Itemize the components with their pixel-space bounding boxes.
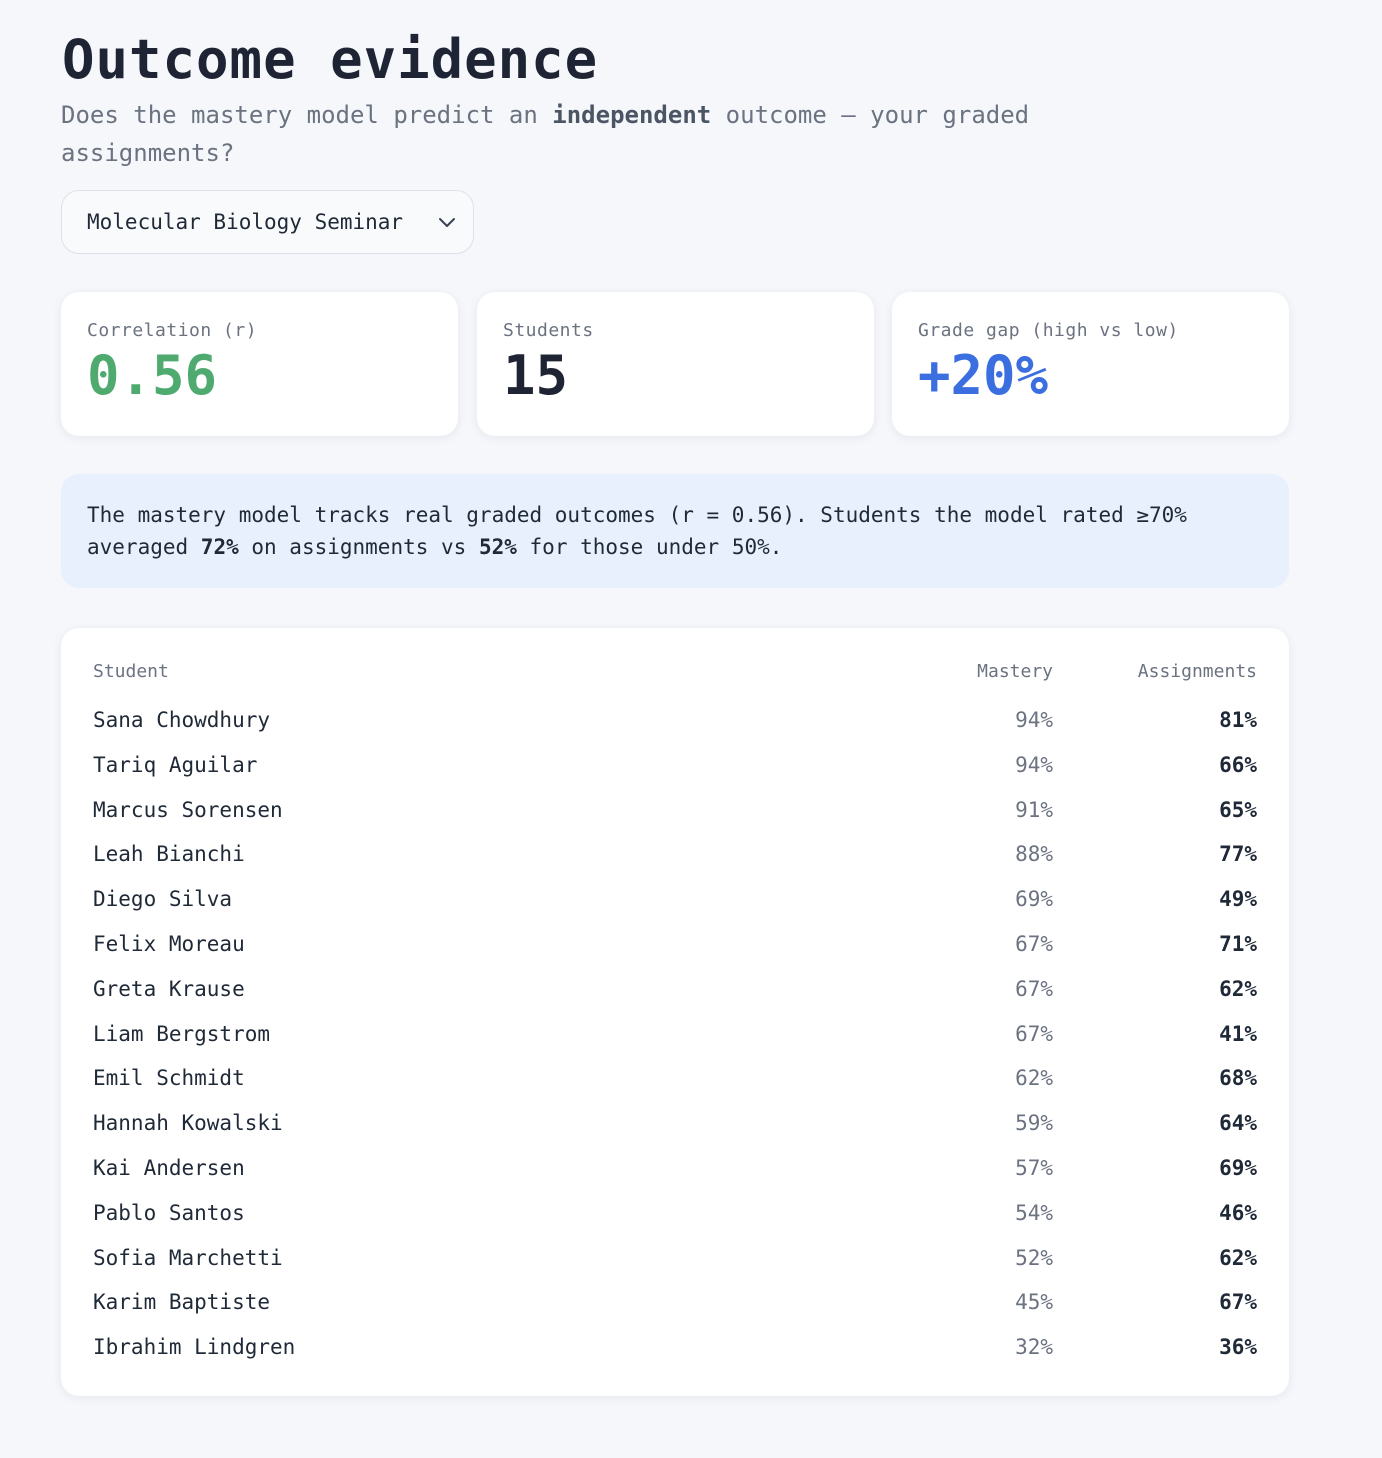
table-row[interactable]: Karim Baptiste 45% 67% — [93, 1282, 1257, 1327]
table-row[interactable]: Diego Silva 69% 49% — [93, 879, 1257, 924]
assignments-cell: 67% — [1219, 1290, 1257, 1315]
table-row[interactable]: Kai Andersen 57% 69% — [93, 1148, 1257, 1193]
table-row[interactable]: Hannah Kowalski 59% 64% — [93, 1103, 1257, 1148]
students-label: Students — [503, 320, 594, 341]
summary-banner: The mastery model tracks real graded out… — [61, 474, 1289, 588]
summary-high-average: 72% — [200, 535, 239, 559]
column-header-mastery[interactable]: Mastery — [977, 661, 1053, 682]
assignments-cell: 62% — [1219, 1245, 1257, 1270]
assignments-cell: 41% — [1219, 1021, 1257, 1046]
summary-low-average: 52% — [478, 535, 517, 559]
table-body: Sana Chowdhury 94% 81% Tariq Aguilar 94% 66% M… — [93, 700, 1257, 1372]
correlation-value: 0.56 — [87, 344, 218, 407]
grade-gap-card: Grade gap (high vs low) +20% — [892, 292, 1289, 436]
summary-text-1: The mastery model tracks real graded out… — [87, 503, 1187, 559]
table-row[interactable]: Liam Bergstrom 67% 41% — [93, 1014, 1257, 1059]
summary-text-3: for those under 50%. — [516, 535, 783, 559]
assignments-cell: 65% — [1219, 797, 1257, 822]
table-row[interactable]: Marcus Sorensen 91% 65% — [93, 790, 1257, 835]
assignments-cell: 81% — [1219, 708, 1257, 732]
course-select-value: Molecular Biology Seminar — [87, 210, 404, 234]
students-table: Student Mastery Assignments Sana Chowdhu… — [61, 628, 1289, 1396]
subtitle-text-start: Does the mastery model predict an — [61, 101, 553, 129]
table-row[interactable]: Ibrahim Lindgren 32% 36% — [93, 1327, 1257, 1372]
assignments-cell: 66% — [1219, 752, 1257, 777]
table-row[interactable]: Sana Chowdhury 94% 81% — [93, 700, 1257, 745]
student-name-cell: Greta Krause — [93, 976, 245, 1001]
table-row[interactable]: Felix Moreau 67% 71% — [93, 924, 1257, 969]
assignments-cell: 68% — [1219, 1066, 1257, 1091]
student-name-cell: Liam Bergstrom — [93, 1021, 271, 1046]
page-title: Outcome evidence — [62, 28, 599, 91]
page-subtitle: Does the mastery model predict an indepe… — [61, 96, 1161, 172]
assignments-cell: 49% — [1219, 887, 1257, 912]
students-card: Students 15 — [477, 292, 874, 436]
table-row[interactable]: Sofia Marchetti 52% 62% — [93, 1238, 1257, 1283]
mastery-cell: 67% — [1015, 1021, 1053, 1046]
grade-gap-label: Grade gap (high vs low) — [918, 320, 1179, 341]
mastery-cell: 94% — [1015, 752, 1053, 777]
column-header-assignments[interactable]: Assignments — [1137, 661, 1257, 682]
student-name-cell: Felix Moreau — [93, 931, 245, 956]
assignments-cell: 46% — [1219, 1200, 1257, 1225]
grade-gap-value: +20% — [918, 344, 1049, 407]
course-select[interactable]: Molecular Biology Seminar — [61, 190, 474, 254]
student-name-cell: Karim Baptiste — [93, 1290, 271, 1315]
student-name-cell: Marcus Sorensen — [93, 797, 283, 822]
student-name-cell: Sana Chowdhury — [93, 708, 271, 732]
mastery-cell: 67% — [1015, 931, 1053, 956]
mastery-cell: 52% — [1015, 1245, 1053, 1270]
student-name-cell: Emil Schmidt — [93, 1066, 245, 1091]
subtitle-text-end: outcome — your graded assignments? — [61, 101, 1030, 167]
mastery-cell: 91% — [1015, 797, 1053, 822]
assignments-cell: 64% — [1219, 1111, 1257, 1136]
column-header-student[interactable]: Student — [93, 661, 169, 682]
student-name-cell: Sofia Marchetti — [93, 1245, 283, 1270]
assignments-cell: 69% — [1219, 1155, 1257, 1180]
students-value: 15 — [503, 344, 569, 407]
assignments-cell: 77% — [1219, 842, 1257, 867]
mastery-cell: 45% — [1015, 1290, 1053, 1315]
mastery-cell: 67% — [1015, 976, 1053, 1001]
summary-text-2: on assignments vs — [238, 535, 479, 559]
correlation-label: Correlation (r) — [87, 320, 258, 341]
student-name-cell: Kai Andersen — [93, 1155, 245, 1180]
mastery-cell: 54% — [1015, 1200, 1053, 1225]
student-name-cell: Hannah Kowalski — [93, 1111, 283, 1136]
mastery-cell: 88% — [1015, 842, 1053, 867]
student-name-cell: Diego Silva — [93, 887, 233, 912]
mastery-cell: 62% — [1015, 1066, 1053, 1091]
assignments-cell: 62% — [1219, 976, 1257, 1001]
correlation-card: Correlation (r) 0.56 — [61, 292, 458, 436]
assignments-cell: 36% — [1219, 1335, 1257, 1360]
assignments-cell: 71% — [1219, 931, 1257, 956]
table-row[interactable]: Leah Bianchi 88% 77% — [93, 834, 1257, 879]
mastery-cell: 59% — [1015, 1111, 1053, 1136]
table-row[interactable]: Emil Schmidt 62% 68% — [93, 1058, 1257, 1103]
student-name-cell: Tariq Aguilar — [93, 752, 258, 777]
table-header: Student Mastery Assignments — [93, 661, 1257, 687]
stats-cards: Correlation (r) 0.56 Students 15 Grade g… — [61, 292, 1289, 436]
student-name-cell: Ibrahim Lindgren — [93, 1335, 296, 1360]
mastery-cell: 94% — [1015, 708, 1053, 732]
student-name-cell: Pablo Santos — [93, 1200, 245, 1225]
mastery-cell: 32% — [1015, 1335, 1053, 1360]
student-name-cell: Leah Bianchi — [93, 842, 245, 867]
subtitle-emphasis: independent — [552, 101, 712, 129]
chevron-down-icon — [439, 218, 455, 227]
mastery-cell: 69% — [1015, 887, 1053, 912]
mastery-cell: 57% — [1015, 1155, 1053, 1180]
table-row[interactable]: Greta Krause 67% 62% — [93, 969, 1257, 1014]
table-row[interactable]: Tariq Aguilar 94% 66% — [93, 745, 1257, 790]
table-row[interactable]: Pablo Santos 54% 46% — [93, 1193, 1257, 1238]
